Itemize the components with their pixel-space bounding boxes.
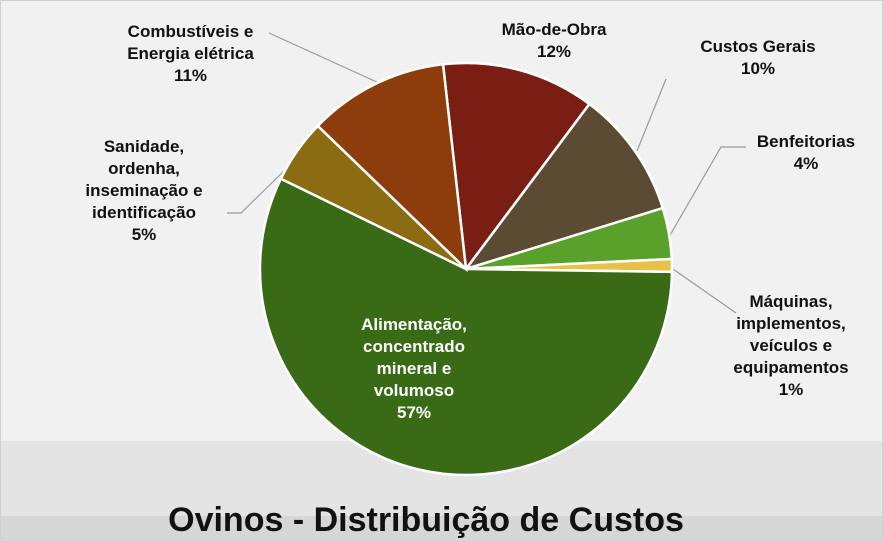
value-label: 57% [396,403,432,422]
pie-slice [258,177,674,477]
slice-label: Sanidade, ordenha, inseminação e identif… [74,136,214,246]
category-label: Alimentação, concentrado mineral e volum… [361,315,467,400]
slice-label: Alimentação, concentrado mineral e volum… [344,314,484,424]
category-label: Combustíveis e Energia elétrica [127,22,254,63]
leader-line [227,170,285,214]
slices [258,61,674,477]
category-label: Mão-de-Obra [501,20,607,39]
value-label: 5% [131,225,157,244]
category-label: Custos Gerais [700,37,816,56]
slice-label: Mão-de-Obra 12% [484,19,624,63]
category-label: Máquinas, implementos, veículos e equipa… [733,292,849,377]
pie-slice [462,102,665,272]
value-label: 12% [536,42,572,61]
chart-title: Ovinos - Distribuição de Custos [168,501,684,539]
category-label: Benfeitorias [756,132,856,151]
pie-slice [441,61,592,273]
slice-label: Benfeitorias 4% [736,131,876,175]
slice-label: Máquinas, implementos, veículos e equipa… [721,291,861,401]
leader-lines [227,32,746,314]
leader-line [668,146,746,238]
leader-line [268,32,380,84]
value-label: 1% [778,380,804,399]
value-label: 4% [793,154,819,173]
slice-label: Custos Gerais 10% [688,36,828,80]
category-label: Sanidade, ordenha, inseminação e identif… [85,137,203,222]
slice-label: Combustíveis e Energia elétrica 11% [127,21,254,87]
ground-strip [1,516,882,541]
value-label: 10% [740,59,776,78]
value-label: 11% [173,66,208,85]
leader-line [672,268,737,314]
pie-slice [316,62,468,273]
leader-line [636,78,667,152]
